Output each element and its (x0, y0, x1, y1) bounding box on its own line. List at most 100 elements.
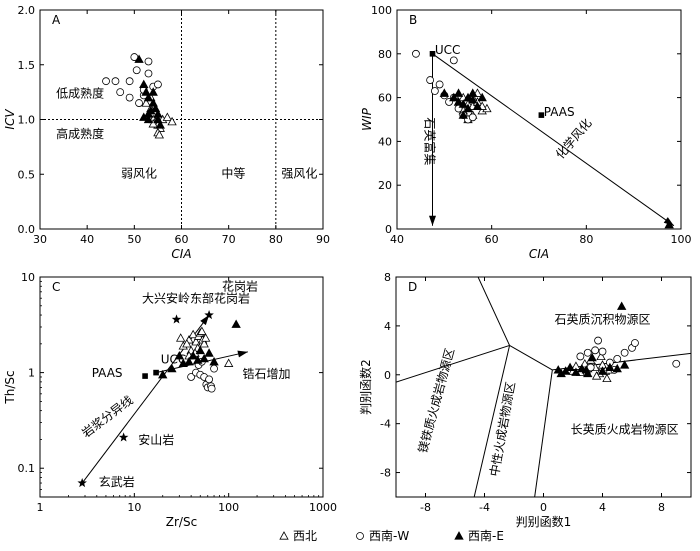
data-point (125, 93, 134, 102)
data-point (148, 87, 158, 96)
x-tick-label: 1000 (309, 501, 337, 514)
data-point (453, 97, 464, 106)
panel-label: C (52, 280, 60, 294)
x-tick-label: 80 (269, 233, 283, 246)
y-tick-label: 60 (378, 92, 392, 105)
reference-point (142, 373, 148, 379)
data-point (556, 368, 566, 378)
y-tick-label: -8 (380, 467, 391, 480)
data-point (619, 360, 630, 369)
field-boundary (473, 345, 511, 497)
legend-item: 西南-E (454, 528, 504, 543)
field-boundary (509, 345, 553, 371)
data-point (191, 336, 201, 346)
x-tick-label: 30 (33, 233, 47, 246)
data-point (664, 219, 674, 229)
data-point (135, 99, 143, 107)
y-tick-label: 2.0 (18, 4, 36, 17)
x-tick-label: 40 (80, 233, 94, 246)
data-point (205, 375, 213, 384)
annotation: PAAS (544, 105, 575, 119)
data-point (210, 364, 218, 373)
annotation: PAAS (92, 366, 123, 380)
x-tick-label: 1 (37, 501, 44, 514)
data-point (594, 336, 602, 345)
panel-label: D (408, 280, 417, 294)
y-tick-label: 0.5 (18, 168, 36, 181)
data-point (154, 130, 165, 139)
data-point (195, 345, 205, 355)
y-tick-label: 80 (378, 48, 392, 61)
legend-marker (279, 531, 289, 540)
data-point (204, 348, 214, 357)
data-point (167, 363, 177, 373)
data-point (134, 54, 144, 63)
annotation: 高成熟度 (56, 126, 104, 141)
x-tick-label: 4 (599, 501, 606, 514)
data-point (426, 76, 435, 84)
annotation: 玄武岩 (99, 474, 135, 489)
annotation: 岩浆分异线 (79, 392, 136, 440)
data-point (602, 373, 612, 383)
series (102, 53, 162, 107)
y-tick-label: 100 (371, 4, 392, 17)
data-point (209, 356, 219, 366)
data-point (167, 116, 177, 126)
annotation: 石英富集 (422, 117, 437, 165)
reference-point (204, 310, 214, 320)
data-point (141, 98, 151, 107)
data-point (162, 112, 173, 121)
y-tick-label: 10 (21, 271, 35, 284)
y-axis-label: 判别函数2 (358, 359, 373, 415)
reference-point (153, 369, 159, 376)
data-point (672, 359, 681, 368)
y-tick-label: 1.0 (18, 114, 36, 127)
data-point (231, 319, 241, 328)
data-point (596, 351, 606, 361)
annotation: 弱风化 (121, 167, 157, 181)
x-tick-label: 80 (579, 233, 593, 246)
data-point (143, 92, 154, 102)
y-tick-label: 0 (385, 223, 392, 236)
y-tick-label: -4 (380, 418, 391, 431)
legend-marker (454, 531, 464, 540)
series (553, 301, 630, 378)
y-axis-label: WIP (360, 107, 374, 130)
data-point (188, 329, 198, 339)
data-point (565, 362, 575, 372)
data-point (139, 79, 149, 89)
trend-line (432, 53, 675, 227)
x-tick-label: 100 (671, 233, 692, 246)
reference-point (171, 314, 182, 324)
annotation: UCC (435, 43, 461, 57)
data-point (449, 92, 459, 102)
data-point (587, 352, 597, 362)
x-tick-label: 50 (127, 233, 141, 246)
data-point (605, 362, 615, 372)
data-point (184, 356, 194, 366)
arrow-head (429, 215, 436, 226)
data-point (144, 57, 153, 66)
data-point (187, 373, 196, 381)
data-point (148, 119, 158, 128)
data-point (620, 348, 629, 357)
data-point (453, 88, 464, 97)
legend-item: 西南-W (356, 528, 409, 543)
data-point (477, 92, 487, 102)
data-point (132, 66, 141, 75)
data-point (591, 346, 600, 355)
panel-a: A 30 40 50 60 70 80 90 0.0 0.5 1.0 1.5 2.0 CIA ICV 低成熟度… (3, 4, 330, 261)
data-point (468, 88, 478, 97)
series (134, 54, 165, 129)
data-point (111, 77, 120, 86)
data-point (458, 99, 468, 108)
legend-label: 西南-W (369, 528, 409, 543)
arrow-head (237, 350, 248, 358)
y-tick-label: 0 (384, 369, 391, 382)
data-point (463, 103, 473, 113)
data-point (116, 88, 125, 97)
data-point (207, 384, 216, 393)
data-point (463, 92, 473, 102)
